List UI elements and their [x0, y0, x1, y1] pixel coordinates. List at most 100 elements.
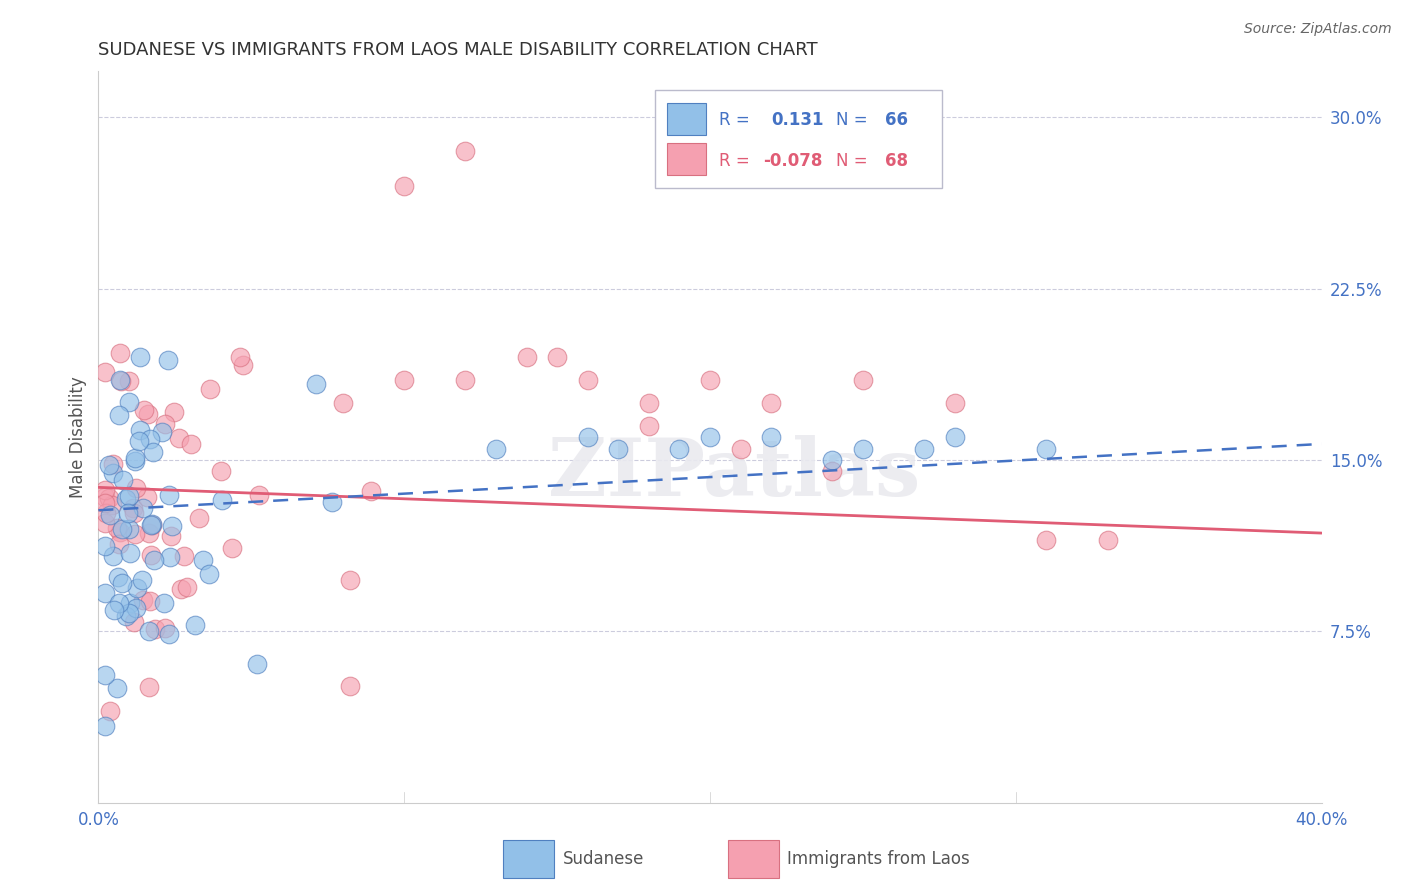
Point	[485, 442, 508, 456]
Point	[93, 539, 115, 553]
Y-axis label: Male Disability: Male Disability	[69, 376, 87, 498]
FancyBboxPatch shape	[668, 103, 706, 135]
Point	[160, 519, 183, 533]
Point	[392, 178, 416, 193]
Point	[136, 491, 159, 505]
Point	[105, 521, 128, 535]
Point	[138, 624, 160, 638]
FancyBboxPatch shape	[655, 90, 942, 188]
Point	[546, 350, 568, 364]
Point	[209, 464, 232, 478]
Point	[122, 506, 145, 520]
Point	[108, 345, 131, 359]
Point	[142, 553, 165, 567]
Point	[360, 483, 382, 498]
Point	[607, 442, 630, 456]
Point	[139, 518, 162, 533]
Point	[94, 506, 117, 520]
Point	[516, 350, 538, 364]
Point	[668, 442, 690, 456]
Point	[125, 481, 148, 495]
Point	[167, 431, 190, 445]
Point	[200, 383, 222, 397]
Point	[110, 522, 132, 536]
Point	[454, 373, 477, 387]
Point	[730, 442, 752, 456]
Point	[94, 719, 117, 733]
Point	[93, 483, 115, 498]
Point	[93, 516, 115, 530]
Point	[142, 445, 165, 459]
Point	[101, 457, 124, 471]
Point	[114, 492, 136, 507]
Point	[103, 603, 125, 617]
Point	[141, 548, 163, 562]
Point	[1035, 442, 1057, 456]
Point	[321, 495, 343, 509]
Point	[93, 496, 115, 510]
Point	[821, 453, 844, 467]
Point	[155, 417, 177, 432]
Point	[198, 566, 221, 581]
Point	[124, 453, 146, 467]
Point	[132, 403, 155, 417]
Text: Immigrants from Laos: Immigrants from Laos	[787, 850, 970, 868]
Point	[163, 405, 186, 419]
Text: 66: 66	[884, 112, 908, 129]
Point	[125, 582, 148, 596]
Point	[153, 596, 176, 610]
Point	[118, 374, 141, 388]
Point	[247, 488, 270, 502]
Text: Source: ZipAtlas.com: Source: ZipAtlas.com	[1244, 22, 1392, 37]
Point	[138, 526, 160, 541]
Point	[699, 373, 721, 387]
Point	[332, 396, 354, 410]
Point	[157, 352, 180, 367]
Point	[143, 623, 166, 637]
Point	[759, 430, 782, 444]
Point	[699, 430, 721, 444]
Point	[637, 418, 661, 433]
Point	[117, 506, 139, 520]
Point	[188, 511, 211, 525]
Point	[132, 593, 155, 607]
Point	[93, 586, 115, 600]
Point	[138, 681, 160, 695]
Point	[108, 596, 131, 610]
Point	[943, 430, 966, 444]
Point	[101, 498, 124, 512]
Point	[1035, 533, 1057, 547]
Point	[98, 491, 121, 505]
Point	[124, 451, 146, 466]
Text: ZIPatlas: ZIPatlas	[548, 434, 921, 513]
Point	[139, 432, 162, 446]
Text: SUDANESE VS IMMIGRANTS FROM LAOS MALE DISABILITY CORRELATION CHART: SUDANESE VS IMMIGRANTS FROM LAOS MALE DI…	[98, 41, 818, 59]
Point	[852, 442, 875, 456]
Point	[637, 396, 661, 410]
Point	[124, 527, 146, 541]
FancyBboxPatch shape	[668, 143, 706, 175]
Point	[211, 493, 233, 508]
Point	[184, 617, 207, 632]
Point	[136, 407, 159, 421]
Point	[191, 553, 214, 567]
Point	[120, 596, 142, 610]
Point	[576, 430, 599, 444]
Text: 68: 68	[884, 152, 908, 169]
Point	[129, 423, 152, 437]
Text: Sudanese: Sudanese	[562, 850, 644, 868]
Point	[131, 574, 153, 588]
Point	[93, 490, 115, 504]
Point	[339, 573, 361, 587]
Point	[155, 621, 177, 635]
Point	[160, 529, 183, 543]
Point	[180, 437, 202, 451]
Point	[176, 580, 198, 594]
Point	[157, 487, 180, 501]
Point	[98, 705, 121, 719]
Text: N =: N =	[837, 112, 868, 129]
Point	[232, 358, 254, 372]
Point	[122, 615, 145, 630]
Point	[121, 501, 143, 516]
Point	[759, 396, 782, 410]
